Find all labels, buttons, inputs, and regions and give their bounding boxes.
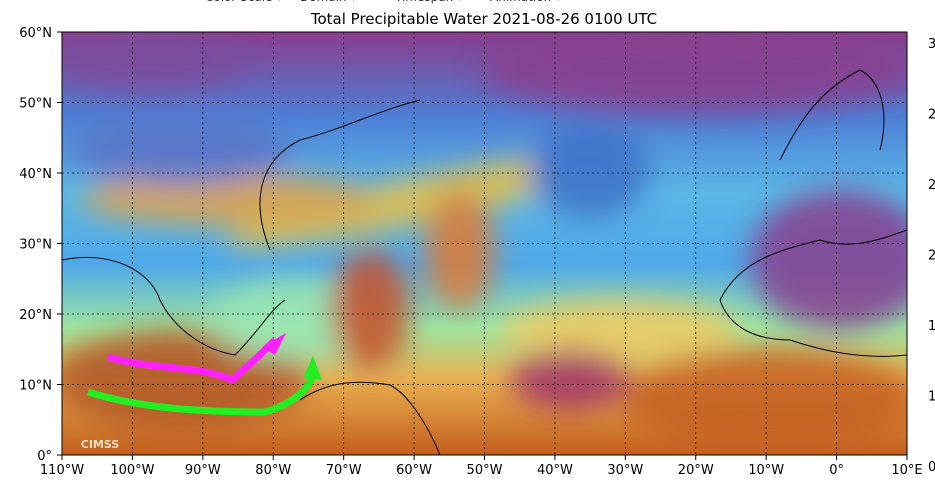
coastlines bbox=[62, 69, 907, 455]
lat-label: 60°N bbox=[19, 26, 52, 41]
menu-item: Animation ▾ bbox=[490, 0, 561, 4]
menu-bar: Color Scale ▾ Domain ▾ Timespan ▾ Animation… bbox=[205, 0, 561, 4]
menu-item: Domain ▾ bbox=[300, 0, 356, 4]
lon-label: 30°W bbox=[607, 463, 643, 478]
lat-label: 10°N bbox=[19, 379, 52, 394]
menu-item: Color Scale ▾ bbox=[205, 0, 282, 4]
lon-label: 0° bbox=[829, 463, 844, 478]
lon-label: 40°W bbox=[537, 463, 573, 478]
map-title: Total Precipitable Water 2021-08-26 0100… bbox=[310, 10, 657, 28]
colorbar-label: 1 bbox=[928, 390, 935, 405]
lon-label: 50°W bbox=[467, 463, 503, 478]
lon-label: 60°W bbox=[396, 463, 432, 478]
colorbar-label: 2 bbox=[928, 108, 935, 123]
lon-label: 100°W bbox=[110, 463, 154, 478]
colorbar-label: 0 bbox=[928, 460, 935, 475]
lon-label: 10°W bbox=[748, 463, 784, 478]
lon-label: 70°W bbox=[326, 463, 362, 478]
lon-label: 80°W bbox=[255, 463, 291, 478]
menu-item: Timespan ▾ bbox=[394, 0, 463, 4]
colorbar-label: 3 bbox=[928, 37, 935, 52]
satellite-image: CIMSS bbox=[62, 32, 907, 455]
arrow-head bbox=[262, 333, 286, 355]
lat-label: 30°N bbox=[19, 238, 52, 253]
lat-label: 40°N bbox=[19, 167, 52, 182]
lon-label: 90°W bbox=[185, 463, 221, 478]
colorbar-label: 2 bbox=[928, 249, 935, 264]
colorbar-label: 2 bbox=[928, 178, 935, 193]
arrow-head bbox=[303, 356, 322, 380]
lat-label: 50°N bbox=[19, 97, 52, 112]
lat-label: 0° bbox=[37, 449, 52, 464]
colorbar-label: 1 bbox=[928, 319, 935, 334]
moisture-arrow-green bbox=[86, 370, 318, 416]
lon-label: 10°E bbox=[891, 463, 922, 478]
logo: CIMSS bbox=[81, 438, 120, 451]
moisture-arrow-magenta bbox=[106, 337, 278, 385]
lat-label: 20°N bbox=[19, 308, 52, 323]
lon-label: 110°W bbox=[40, 463, 84, 478]
lon-label: 20°W bbox=[678, 463, 714, 478]
